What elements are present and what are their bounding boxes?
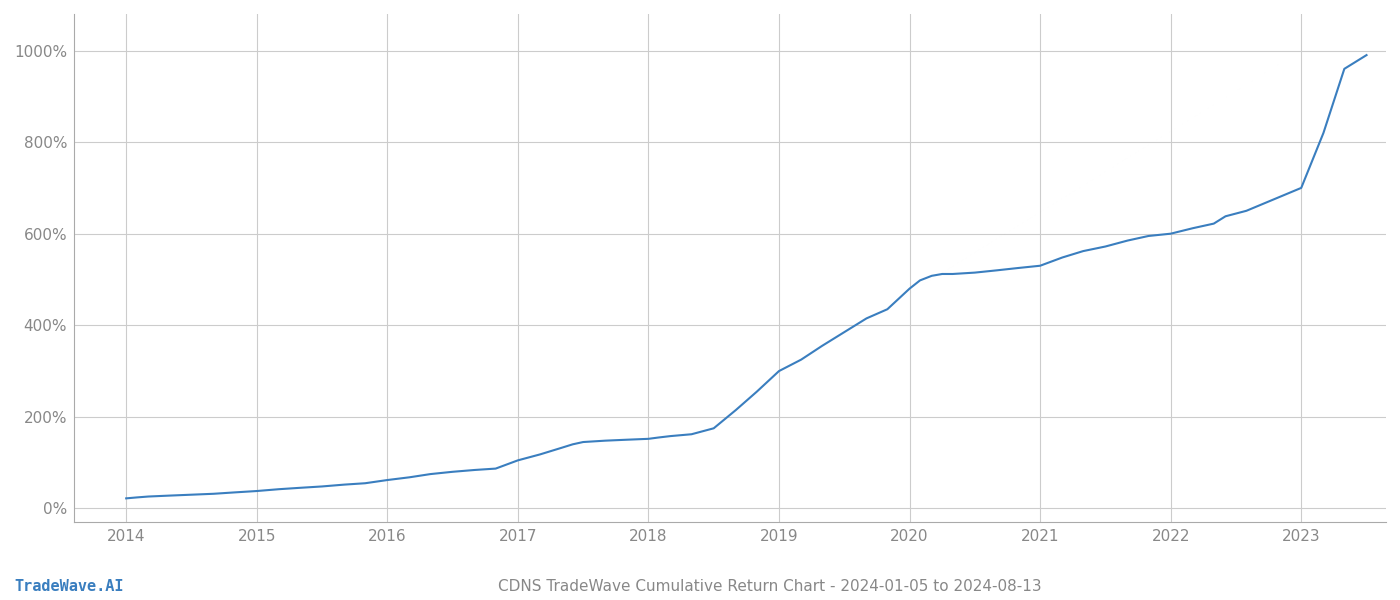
Text: CDNS TradeWave Cumulative Return Chart - 2024-01-05 to 2024-08-13: CDNS TradeWave Cumulative Return Chart -… [498, 579, 1042, 594]
Text: TradeWave.AI: TradeWave.AI [14, 579, 123, 594]
